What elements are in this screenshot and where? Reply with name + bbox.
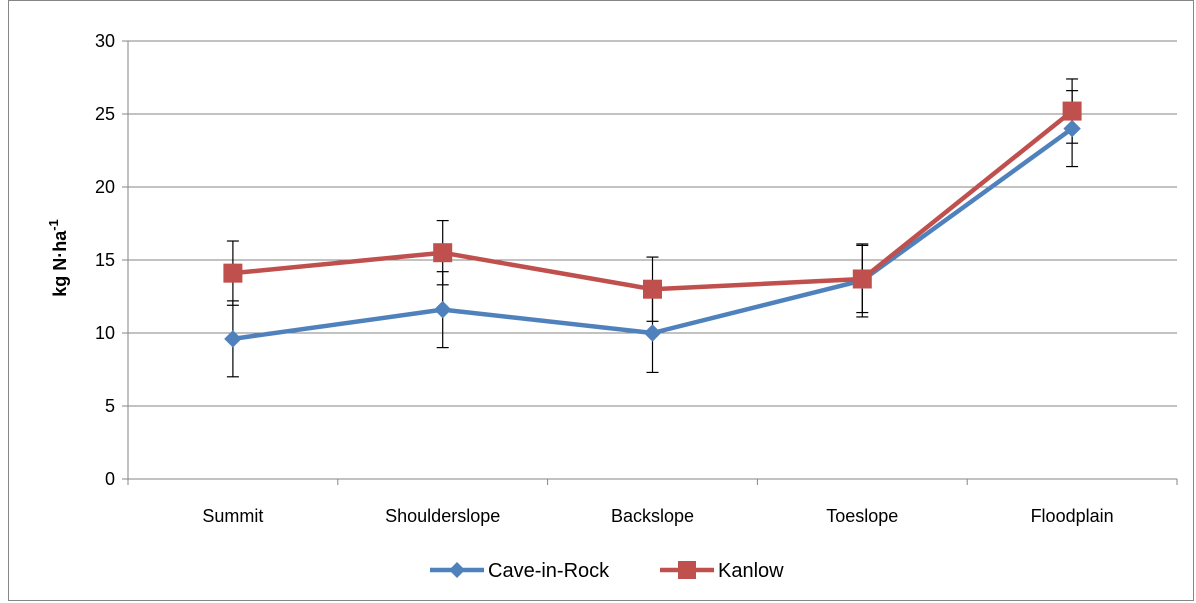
y-tick-label-20: 20 xyxy=(95,177,115,197)
y-tick-label-30: 30 xyxy=(95,31,115,51)
marker-kanlow-0 xyxy=(223,263,243,283)
marker-kanlow-1 xyxy=(433,243,453,263)
marker-kanlow-2 xyxy=(643,279,662,299)
marker-kanlow-3 xyxy=(852,269,872,289)
gridlines xyxy=(128,40,1177,407)
y-tick-label-25: 25 xyxy=(95,104,115,124)
x-axis-ticks: Summit Shoulderslope Backslope Toeslope Floo… xyxy=(127,479,1178,526)
marker-cave-in-rock-2 xyxy=(643,324,662,342)
y-tick-label-5: 5 xyxy=(105,396,115,416)
y-tick-label-10: 10 xyxy=(95,323,115,343)
legend: Cave-in-Rock Kanlow xyxy=(430,560,784,582)
y-axis-title: kg N·ha-1 xyxy=(46,219,70,297)
y-tick-label-15: 15 xyxy=(95,250,115,270)
x-tick-label-toeslope: Toeslope xyxy=(826,506,898,526)
chart-frame xyxy=(8,0,1194,601)
marker-cave-in-rock-1 xyxy=(433,300,452,319)
series-markers xyxy=(223,101,1082,348)
y-axis-title-main: kg N·ha xyxy=(50,230,70,297)
x-tick-label-backslope: Backslope xyxy=(611,506,694,526)
x-tick-label-summit: Summit xyxy=(202,506,263,526)
y-axis-ticks: 0 5 10 15 20 25 30 xyxy=(95,31,128,489)
legend-label-kanlow: Kanlow xyxy=(718,560,784,582)
y-tick-label-0: 0 xyxy=(105,469,115,489)
legend-marker-kanlow xyxy=(678,561,696,579)
legend-label-cave-in-rock: Cave-in-Rock xyxy=(488,560,610,582)
marker-kanlow-4 xyxy=(1062,101,1082,121)
legend-marker-cave-in-rock xyxy=(449,562,465,578)
x-tick-label-floodplain: Floodplain xyxy=(1031,506,1114,526)
marker-cave-in-rock-0 xyxy=(224,330,242,348)
marker-cave-in-rock-4 xyxy=(1063,119,1081,138)
x-tick-label-shoulderslope: Shoulderslope xyxy=(385,506,500,526)
y-axis-title-superscript: -1 xyxy=(46,219,61,231)
